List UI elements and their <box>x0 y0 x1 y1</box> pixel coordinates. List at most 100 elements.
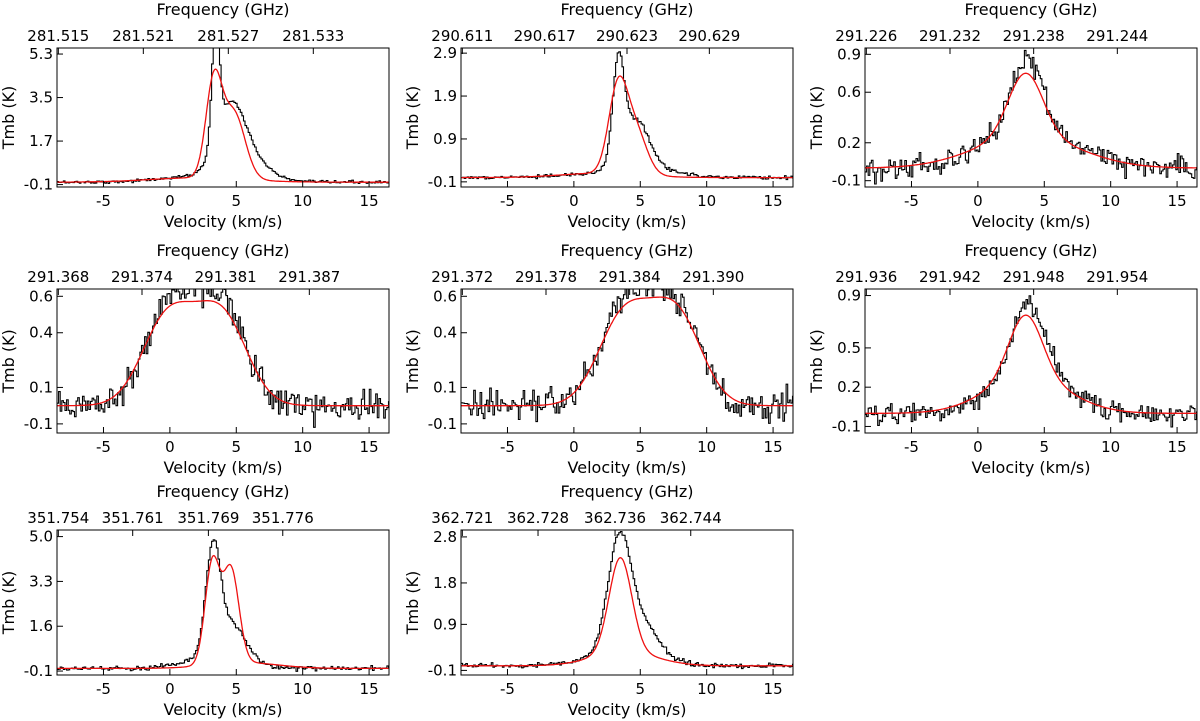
y-tick-label: -0.1 <box>24 662 53 680</box>
x-tick-label: 15 <box>360 438 379 456</box>
freq-tick-label: 291.942 <box>919 268 981 286</box>
observed-spectrum-step <box>461 530 793 670</box>
velocity-axis-label: Velocity (km/s) <box>972 458 1091 477</box>
freq-tick-label: 351.761 <box>102 509 164 527</box>
velocity-axis-label: Velocity (km/s) <box>568 212 687 231</box>
plot-frame <box>460 288 794 434</box>
x-tick-label: 0 <box>165 438 175 456</box>
frequency-axis-title: Frequency (GHz) <box>560 241 693 260</box>
freq-tick-label: 291.374 <box>111 268 173 286</box>
x-tick-label: 5 <box>232 680 242 698</box>
y-tick-label: 1.8 <box>433 574 457 592</box>
velocity-axis-label: Velocity (km/s) <box>164 212 283 231</box>
y-tick-label: -0.1 <box>428 415 457 433</box>
y-tick-label: 0.6 <box>837 83 861 101</box>
y-tick-label: 1.6 <box>29 617 53 635</box>
y-tick-label: 5.0 <box>29 528 53 546</box>
freq-tick-label: 291.244 <box>1086 27 1148 45</box>
y-tick-label: 0.6 <box>433 287 457 305</box>
y-tick-label: 5.3 <box>29 45 53 63</box>
velocity-axis-label: Velocity (km/s) <box>568 700 687 719</box>
freq-tick-label: 291.368 <box>27 268 89 286</box>
frequency-axis-title: Frequency (GHz) <box>156 241 289 260</box>
x-tick-label: 10 <box>293 192 312 210</box>
x-tick-label: 0 <box>569 192 579 210</box>
freq-tick-label: 281.527 <box>197 27 259 45</box>
observed-spectrum-step <box>57 289 389 428</box>
y-axis-label: Tmb (K) <box>403 571 422 636</box>
x-tick-label: 15 <box>1168 192 1187 210</box>
model-fit-line <box>57 554 389 670</box>
freq-tick-label: 291.387 <box>278 268 340 286</box>
x-tick-label: -5 <box>500 680 515 698</box>
y-tick-label: 0.9 <box>433 615 457 633</box>
x-tick-label: 0 <box>569 438 579 456</box>
x-tick-label: -5 <box>96 680 111 698</box>
x-tick-label: -5 <box>500 192 515 210</box>
x-tick-label: 5 <box>636 680 646 698</box>
x-tick-label: 10 <box>293 438 312 456</box>
freq-tick-label: 362.744 <box>660 509 722 527</box>
freq-tick-label: 362.728 <box>507 509 569 527</box>
frequency-axis-title: Frequency (GHz) <box>964 241 1097 260</box>
x-tick-label: 0 <box>973 438 983 456</box>
x-tick-label: 10 <box>697 192 716 210</box>
freq-tick-label: 291.948 <box>1003 268 1065 286</box>
x-tick-label: 5 <box>1040 438 1050 456</box>
y-tick-label: 0.9 <box>433 130 457 148</box>
x-tick-label: 0 <box>165 680 175 698</box>
y-tick-label: 2.9 <box>433 44 457 62</box>
observed-spectrum-step <box>461 289 793 424</box>
freq-tick-label: 291.954 <box>1086 268 1148 286</box>
y-tick-label: -0.1 <box>24 415 53 433</box>
frequency-axis-title: Frequency (GHz) <box>560 0 693 19</box>
x-tick-label: 0 <box>973 192 983 210</box>
y-tick-label: -0.1 <box>428 661 457 679</box>
y-axis-label: Tmb (K) <box>403 86 422 151</box>
y-tick-label: 0.9 <box>837 45 861 63</box>
y-axis-label: Tmb (K) <box>807 329 826 394</box>
x-tick-label: 15 <box>360 192 379 210</box>
y-tick-label: 1.9 <box>433 87 457 105</box>
freq-tick-label: 290.617 <box>514 27 576 45</box>
y-tick-label: 2.8 <box>433 528 457 546</box>
freq-tick-label: 290.623 <box>596 27 658 45</box>
plot-frame <box>864 288 1198 434</box>
x-tick-label: 10 <box>697 438 716 456</box>
spectrum-panel-7: -5 0 5 10 15 351.754 351.761 351.769 351.776 -0.1… <box>0 482 390 719</box>
x-tick-label: 10 <box>1101 192 1120 210</box>
frequency-axis-title: Frequency (GHz) <box>560 482 693 501</box>
freq-tick-label: 291.384 <box>599 268 661 286</box>
model-fit-line <box>57 300 389 407</box>
velocity-axis-label: Velocity (km/s) <box>164 700 283 719</box>
x-tick-label: 5 <box>636 192 646 210</box>
frequency-axis-title: Frequency (GHz) <box>156 0 289 19</box>
y-axis-label: Tmb (K) <box>403 329 422 394</box>
freq-tick-label: 362.736 <box>584 509 646 527</box>
model-fit-line <box>461 75 793 179</box>
velocity-axis-label: Velocity (km/s) <box>568 458 687 477</box>
y-tick-label: 0.4 <box>433 324 457 342</box>
y-tick-label: 0.9 <box>837 287 861 305</box>
y-tick-label: -0.1 <box>428 173 457 191</box>
y-axis-label: Tmb (K) <box>0 329 18 394</box>
y-tick-label: -0.1 <box>832 172 861 190</box>
freq-tick-label: 281.515 <box>27 27 89 45</box>
model-fit-line <box>865 72 1197 169</box>
spectrum-panel-8: -5 0 5 10 15 362.721 362.728 362.736 362.744 -0.1… <box>403 482 794 719</box>
y-axis-label: Tmb (K) <box>807 86 826 151</box>
plot-frame <box>864 47 1198 188</box>
x-tick-label: 5 <box>1040 192 1050 210</box>
x-tick-label: 15 <box>360 680 379 698</box>
freq-tick-label: 290.629 <box>678 27 740 45</box>
freq-tick-label: 362.721 <box>431 509 493 527</box>
freq-tick-label: 351.776 <box>252 509 314 527</box>
x-tick-label: 5 <box>636 438 646 456</box>
x-tick-label: -5 <box>904 192 919 210</box>
x-tick-label: -5 <box>904 438 919 456</box>
observed-spectrum-step <box>57 539 389 672</box>
velocity-axis-label: Velocity (km/s) <box>164 458 283 477</box>
spectrum-panel-6: -5 0 5 10 15 291.936 291.942 291.948 291.954 -0.1… <box>807 241 1198 477</box>
y-tick-label: 0.1 <box>29 378 53 396</box>
model-fit-line <box>57 68 389 183</box>
